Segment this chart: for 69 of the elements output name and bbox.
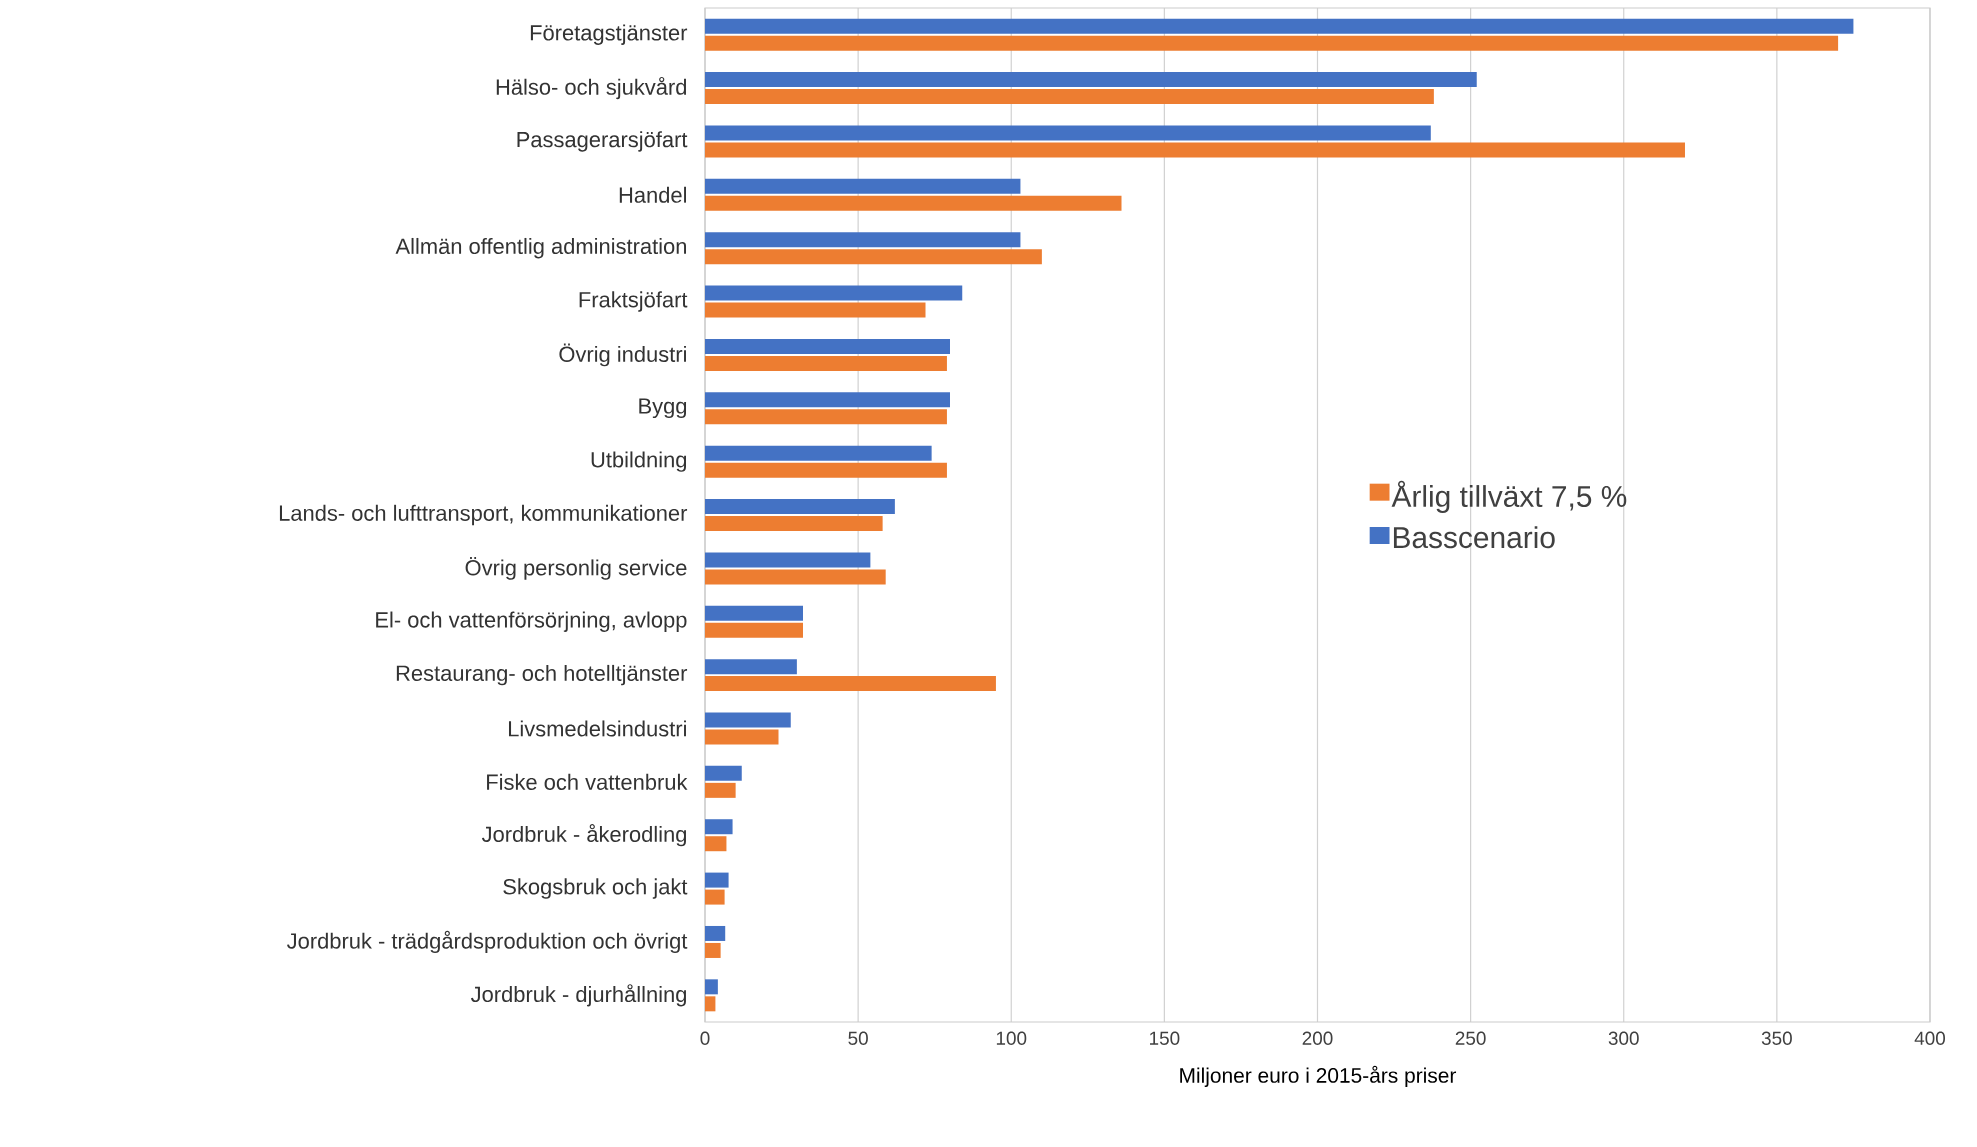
y-tick-label: Jordbruk - trädgårdsproduktion och övrigt [287, 930, 688, 954]
bar [705, 89, 1434, 105]
bar [705, 249, 1042, 265]
y-tick-label: Bygg [639, 398, 687, 419]
x-tick-label: 200 [1302, 1031, 1333, 1045]
bar [705, 942, 721, 958]
bar [705, 178, 1021, 194]
bar [705, 569, 886, 585]
y-tick-label: Övrig industri [559, 343, 686, 367]
bar [705, 836, 727, 852]
y-tick-label: Handel [619, 186, 686, 203]
bar [705, 338, 950, 354]
x-tick-label: 0 [700, 1031, 710, 1045]
bar [705, 35, 1839, 51]
bar [705, 232, 1021, 248]
bar [705, 302, 926, 318]
bar [705, 552, 871, 568]
bar [705, 712, 791, 728]
bar [705, 925, 726, 941]
x-tick-label: 250 [1455, 1031, 1486, 1045]
bar [705, 195, 1122, 211]
y-tick-label: Hälso- och sjukvård [496, 76, 687, 100]
y-tick-label: Livsmedelsindustri [508, 720, 686, 737]
bar [705, 409, 947, 425]
y-tick-label: El- och vattenförsörjning, avlopp [376, 611, 687, 632]
y-tick-label: Lands- och lufttransport, kommunikationer [279, 504, 688, 526]
bar [705, 765, 742, 781]
y-tick-label: Restaurang- och hotelltjänster [396, 664, 688, 686]
bar [705, 392, 950, 408]
bar [705, 605, 803, 621]
bar [705, 355, 947, 371]
x-tick-label: 50 [848, 1031, 868, 1045]
bar [705, 979, 718, 995]
bar [705, 462, 947, 478]
y-tick-label: Företagstjänster [530, 24, 688, 45]
bar [705, 142, 1685, 158]
y-tick-label: Allmän offentlig administration [395, 237, 686, 259]
bar [705, 499, 895, 515]
y-tick-label: Fiske och vattenbruk [487, 773, 688, 790]
y-tick-label: Fraktsjöfart [579, 291, 688, 312]
bar [705, 819, 733, 835]
bar [705, 125, 1431, 141]
y-tick-label: Övrig personlig service [465, 556, 687, 580]
bar [705, 729, 779, 745]
bar [705, 72, 1477, 88]
x-tick-label: 100 [996, 1031, 1027, 1045]
bar [705, 516, 883, 532]
bar [705, 18, 1854, 34]
bar [705, 676, 996, 692]
bar [705, 285, 963, 301]
x-tick-label: 150 [1150, 1031, 1180, 1045]
legend-label: Årlig tillväxt 7,5 % [1391, 480, 1627, 513]
bar [705, 996, 716, 1012]
y-tick-label: Passagerarsjöfart [517, 131, 688, 152]
y-tick-label: Skogsbruk och jakt [503, 878, 688, 899]
x-axis-title: Miljoner euro i 2015-års priser [1180, 1065, 1457, 1087]
x-tick-label: 350 [1761, 1031, 1792, 1045]
y-tick-label: Jordbruk - djurhållning [470, 984, 687, 1007]
bar [705, 445, 932, 461]
y-tick-label: Utbildning [591, 451, 687, 472]
x-tick-label: 300 [1608, 1031, 1639, 1045]
bar [705, 782, 736, 798]
bar [705, 889, 725, 905]
y-tick-label: Jordbruk - åkerodling [481, 824, 687, 847]
legend-label: Basscenario [1393, 526, 1555, 549]
bar [705, 659, 797, 675]
bar [705, 872, 729, 888]
x-tick-label: 400 [1914, 1031, 1946, 1045]
bar [705, 622, 803, 638]
